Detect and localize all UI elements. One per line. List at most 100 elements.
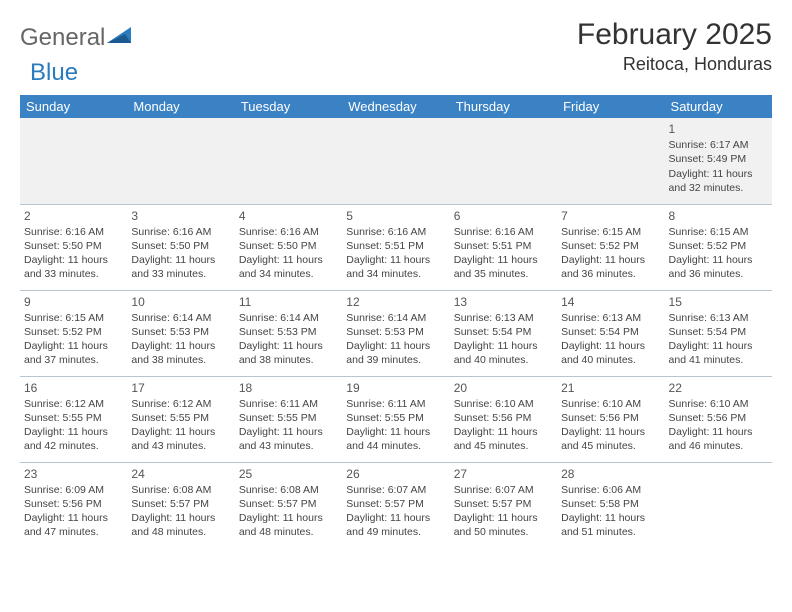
day-number: 25 bbox=[239, 466, 338, 482]
day-number: 24 bbox=[131, 466, 230, 482]
sunrise-line: Sunrise: 6:16 AM bbox=[131, 225, 230, 239]
daylight-line: Daylight: 11 hours and 51 minutes. bbox=[561, 511, 660, 539]
sunset-line: Sunset: 5:50 PM bbox=[24, 239, 123, 253]
day-number: 9 bbox=[24, 294, 123, 310]
day-number: 21 bbox=[561, 380, 660, 396]
daylight-line: Daylight: 11 hours and 33 minutes. bbox=[131, 253, 230, 281]
calendar-day-cell: 8Sunrise: 6:15 AMSunset: 5:52 PMDaylight… bbox=[665, 204, 772, 290]
calendar-day-cell: 5Sunrise: 6:16 AMSunset: 5:51 PMDaylight… bbox=[342, 204, 449, 290]
daylight-line: Daylight: 11 hours and 36 minutes. bbox=[561, 253, 660, 281]
daylight-line: Daylight: 11 hours and 45 minutes. bbox=[454, 425, 553, 453]
calendar-week-row: 9Sunrise: 6:15 AMSunset: 5:52 PMDaylight… bbox=[20, 290, 772, 376]
calendar-day-cell: 25Sunrise: 6:08 AMSunset: 5:57 PMDayligh… bbox=[235, 462, 342, 548]
calendar-day-cell: 11Sunrise: 6:14 AMSunset: 5:53 PMDayligh… bbox=[235, 290, 342, 376]
calendar-day-cell: 13Sunrise: 6:13 AMSunset: 5:54 PMDayligh… bbox=[450, 290, 557, 376]
daylight-line: Daylight: 11 hours and 33 minutes. bbox=[24, 253, 123, 281]
calendar-day-cell: 4Sunrise: 6:16 AMSunset: 5:50 PMDaylight… bbox=[235, 204, 342, 290]
day-number: 6 bbox=[454, 208, 553, 224]
calendar-head: SundayMondayTuesdayWednesdayThursdayFrid… bbox=[20, 95, 772, 118]
calendar-day-cell: 1Sunrise: 6:17 AMSunset: 5:49 PMDaylight… bbox=[665, 118, 772, 204]
calendar-table: SundayMondayTuesdayWednesdayThursdayFrid… bbox=[20, 95, 772, 548]
day-number: 16 bbox=[24, 380, 123, 396]
calendar-day-cell bbox=[127, 118, 234, 204]
sunrise-line: Sunrise: 6:10 AM bbox=[561, 397, 660, 411]
sunrise-line: Sunrise: 6:06 AM bbox=[561, 483, 660, 497]
sunset-line: Sunset: 5:54 PM bbox=[561, 325, 660, 339]
sunrise-line: Sunrise: 6:16 AM bbox=[239, 225, 338, 239]
sunset-line: Sunset: 5:57 PM bbox=[131, 497, 230, 511]
daylight-line: Daylight: 11 hours and 35 minutes. bbox=[454, 253, 553, 281]
daylight-line: Daylight: 11 hours and 48 minutes. bbox=[131, 511, 230, 539]
daylight-line: Daylight: 11 hours and 49 minutes. bbox=[346, 511, 445, 539]
daylight-line: Daylight: 11 hours and 32 minutes. bbox=[669, 167, 768, 195]
calendar-day-cell: 24Sunrise: 6:08 AMSunset: 5:57 PMDayligh… bbox=[127, 462, 234, 548]
sunset-line: Sunset: 5:56 PM bbox=[454, 411, 553, 425]
day-number: 23 bbox=[24, 466, 123, 482]
sunset-line: Sunset: 5:52 PM bbox=[24, 325, 123, 339]
sunset-line: Sunset: 5:52 PM bbox=[669, 239, 768, 253]
daylight-line: Daylight: 11 hours and 43 minutes. bbox=[239, 425, 338, 453]
daylight-line: Daylight: 11 hours and 37 minutes. bbox=[24, 339, 123, 367]
sunrise-line: Sunrise: 6:14 AM bbox=[346, 311, 445, 325]
calendar-week-row: 23Sunrise: 6:09 AMSunset: 5:56 PMDayligh… bbox=[20, 462, 772, 548]
daylight-line: Daylight: 11 hours and 44 minutes. bbox=[346, 425, 445, 453]
sunrise-line: Sunrise: 6:16 AM bbox=[454, 225, 553, 239]
sunset-line: Sunset: 5:51 PM bbox=[454, 239, 553, 253]
calendar-day-cell: 19Sunrise: 6:11 AMSunset: 5:55 PMDayligh… bbox=[342, 376, 449, 462]
calendar-day-cell: 3Sunrise: 6:16 AMSunset: 5:50 PMDaylight… bbox=[127, 204, 234, 290]
sunset-line: Sunset: 5:54 PM bbox=[454, 325, 553, 339]
calendar-day-cell: 28Sunrise: 6:06 AMSunset: 5:58 PMDayligh… bbox=[557, 462, 664, 548]
calendar-week-row: 2Sunrise: 6:16 AMSunset: 5:50 PMDaylight… bbox=[20, 204, 772, 290]
logo-text-blue: Blue bbox=[30, 59, 78, 87]
daylight-line: Daylight: 11 hours and 36 minutes. bbox=[669, 253, 768, 281]
daylight-line: Daylight: 11 hours and 34 minutes. bbox=[239, 253, 338, 281]
calendar-day-cell: 27Sunrise: 6:07 AMSunset: 5:57 PMDayligh… bbox=[450, 462, 557, 548]
day-number: 7 bbox=[561, 208, 660, 224]
sunrise-line: Sunrise: 6:14 AM bbox=[131, 311, 230, 325]
weekday-header: Saturday bbox=[665, 95, 772, 118]
sunrise-line: Sunrise: 6:13 AM bbox=[561, 311, 660, 325]
calendar-day-cell: 12Sunrise: 6:14 AMSunset: 5:53 PMDayligh… bbox=[342, 290, 449, 376]
day-number: 20 bbox=[454, 380, 553, 396]
calendar-day-cell bbox=[20, 118, 127, 204]
logo: General bbox=[20, 24, 135, 52]
daylight-line: Daylight: 11 hours and 39 minutes. bbox=[346, 339, 445, 367]
calendar-day-cell: 17Sunrise: 6:12 AMSunset: 5:55 PMDayligh… bbox=[127, 376, 234, 462]
calendar-day-cell: 20Sunrise: 6:10 AMSunset: 5:56 PMDayligh… bbox=[450, 376, 557, 462]
day-number: 11 bbox=[239, 294, 338, 310]
calendar-day-cell: 22Sunrise: 6:10 AMSunset: 5:56 PMDayligh… bbox=[665, 376, 772, 462]
calendar-day-cell bbox=[450, 118, 557, 204]
day-number: 22 bbox=[669, 380, 768, 396]
calendar-body: 1Sunrise: 6:17 AMSunset: 5:49 PMDaylight… bbox=[20, 118, 772, 548]
sunrise-line: Sunrise: 6:17 AM bbox=[669, 138, 768, 152]
sunset-line: Sunset: 5:55 PM bbox=[24, 411, 123, 425]
sunset-line: Sunset: 5:54 PM bbox=[669, 325, 768, 339]
weekday-header: Tuesday bbox=[235, 95, 342, 118]
logo-text-general: General bbox=[20, 24, 105, 52]
day-number: 3 bbox=[131, 208, 230, 224]
sunset-line: Sunset: 5:56 PM bbox=[24, 497, 123, 511]
sunrise-line: Sunrise: 6:15 AM bbox=[669, 225, 768, 239]
day-number: 10 bbox=[131, 294, 230, 310]
sunset-line: Sunset: 5:53 PM bbox=[239, 325, 338, 339]
daylight-line: Daylight: 11 hours and 50 minutes. bbox=[454, 511, 553, 539]
day-number: 26 bbox=[346, 466, 445, 482]
day-number: 4 bbox=[239, 208, 338, 224]
month-title: February 2025 bbox=[577, 18, 772, 52]
sunrise-line: Sunrise: 6:12 AM bbox=[131, 397, 230, 411]
calendar-day-cell bbox=[665, 462, 772, 548]
daylight-line: Daylight: 11 hours and 47 minutes. bbox=[24, 511, 123, 539]
calendar-day-cell: 21Sunrise: 6:10 AMSunset: 5:56 PMDayligh… bbox=[557, 376, 664, 462]
weekday-header: Monday bbox=[127, 95, 234, 118]
calendar-day-cell: 14Sunrise: 6:13 AMSunset: 5:54 PMDayligh… bbox=[557, 290, 664, 376]
sunrise-line: Sunrise: 6:11 AM bbox=[239, 397, 338, 411]
daylight-line: Daylight: 11 hours and 40 minutes. bbox=[561, 339, 660, 367]
day-number: 15 bbox=[669, 294, 768, 310]
sunset-line: Sunset: 5:58 PM bbox=[561, 497, 660, 511]
sunset-line: Sunset: 5:56 PM bbox=[669, 411, 768, 425]
day-number: 8 bbox=[669, 208, 768, 224]
sunset-line: Sunset: 5:55 PM bbox=[239, 411, 338, 425]
weekday-header: Friday bbox=[557, 95, 664, 118]
calendar-week-row: 16Sunrise: 6:12 AMSunset: 5:55 PMDayligh… bbox=[20, 376, 772, 462]
sunrise-line: Sunrise: 6:11 AM bbox=[346, 397, 445, 411]
